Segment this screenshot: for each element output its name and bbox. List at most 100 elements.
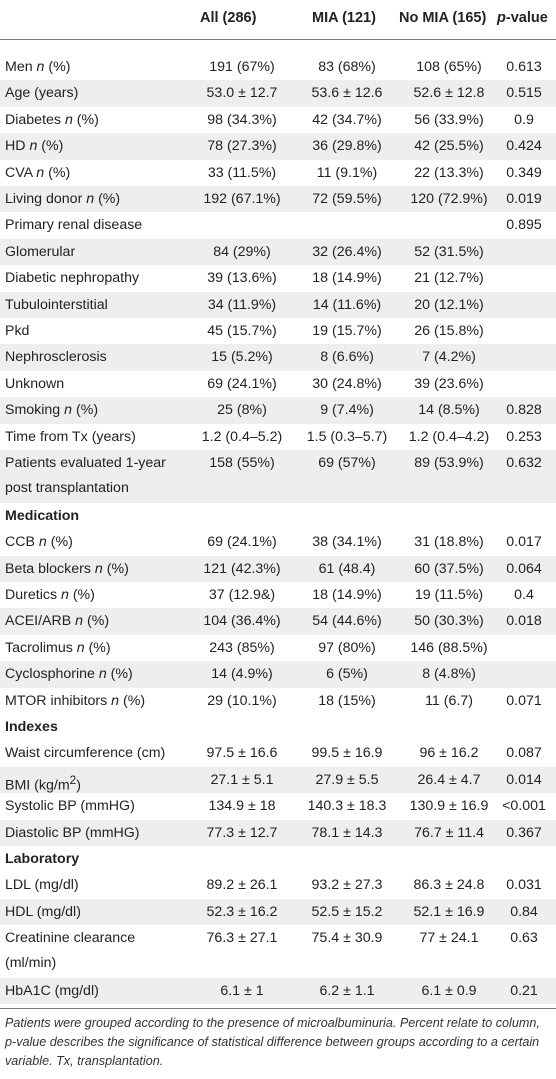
row-label-text: BMI (kg/m — [5, 777, 70, 794]
row-label-italic: n — [75, 613, 84, 630]
cell-all: 98 (34.3%) — [207, 111, 277, 128]
cell-all: 27.1 ± 5.1 — [210, 771, 274, 788]
cell-all: 14 (4.9%) — [211, 666, 273, 683]
section-header-row: Medication — [0, 503, 556, 529]
cell-no-mia: 86.3 ± 24.8 — [413, 877, 485, 894]
cell-all: 53.0 ± 12.7 — [206, 85, 278, 102]
row-label: CCB n (%) — [5, 529, 73, 555]
cell-mia: 38 (34.1%) — [312, 534, 382, 551]
section-label: Indexes — [5, 714, 58, 740]
table-row: Glomerular 84 (29%) 32 (26.4%) 52 (31.5%) — [0, 238, 556, 266]
cell-p-value: 0.84 — [510, 903, 538, 920]
cell-p-value: 0.071 — [506, 692, 542, 709]
table-row: Patients evaluated 1-year post transplant… — [0, 450, 556, 503]
table-row: Living donor n (%) 192 (67.1%) 72 (59.5%) 1… — [0, 186, 556, 213]
table-row: Primary renal disease 0.895 — [0, 212, 556, 238]
row-label-suffix: (%) — [102, 560, 129, 577]
cell-all: 37 (12.9&) — [208, 587, 276, 603]
cell-all: 77.3 ± 12.7 — [206, 824, 278, 841]
cell-all: 34 (11.9%) — [207, 296, 277, 313]
row-label-italic: n — [76, 639, 85, 656]
cell-mia: 32 (26.4%) — [312, 243, 382, 260]
row-label-text: CVA — [5, 164, 37, 181]
row-label-text: Diabetic nephropathy — [5, 270, 140, 287]
cell-p-value: 0.828 — [506, 402, 542, 419]
cell-p-value: 0.613 — [506, 59, 542, 75]
row-label: HbA1C (mg/dl) — [5, 978, 99, 1004]
cell-no-mia: 130.9 ± 16.9 — [409, 798, 489, 815]
cell-no-mia: 76.7 ± 11.4 — [414, 824, 484, 841]
row-label-text: Creatinine clearance — [5, 930, 136, 947]
cell-no-mia: 22 (13.3%) — [414, 164, 484, 181]
row-label-text: Time from Tx (years) — [5, 428, 136, 445]
cell-no-mia: 52.6 ± 12.8 — [413, 85, 485, 102]
row-label-italic: n — [98, 666, 107, 683]
cell-no-mia: 21 (12.7%) — [414, 270, 484, 287]
cell-no-mia: 60 (37.5%) — [414, 560, 484, 577]
cell-no-mia: 26.4 ± 4.7 — [417, 771, 481, 788]
cell-all: 192 (67.1%) — [203, 191, 281, 207]
row-label-text: Men — [5, 59, 37, 75]
cell-p-value: <0.001 — [502, 798, 546, 815]
row-label-italic: n — [36, 164, 45, 181]
table-row: Tacrolimus n (%) 243 (85%) 97 (80%) 146 (88… — [0, 635, 556, 661]
row-label-italic: n — [94, 560, 103, 577]
row-label: Tubulointerstitial — [5, 292, 108, 318]
row-label-text: Cyclosphorine — [5, 666, 99, 683]
cell-all: 1.2 (0.4–5.2) — [201, 428, 283, 445]
row-label-text: Unknown — [5, 375, 65, 392]
table-row: HbA1C (mg/dl) 6.1 ± 1 6.2 ± 1.1 6.1 ± 0.9 0.… — [0, 978, 556, 1005]
cell-mia: 30 (24.8%) — [312, 375, 382, 392]
header-no-mia: No MIA (165) — [399, 10, 487, 26]
cell-all: 134.9 ± 18 — [208, 798, 276, 815]
cell-no-mia: 14 (8.5%) — [418, 402, 480, 419]
row-label-text: Medication — [5, 507, 80, 524]
cell-all: 25 (8%) — [217, 402, 267, 419]
cell-all: 121 (42.3%) — [203, 560, 281, 577]
table-row: BMI (kg/m2) 27.1 ± 5.1 27.9 ± 5.5 26.4 ± 4.… — [0, 766, 556, 794]
row-label: Creatinine clearance (ml/min) — [5, 926, 135, 976]
row-label-italic: n — [38, 534, 47, 551]
table-row: Diabetic nephropathy 39 (13.6%) 18 (14.9%)… — [0, 265, 556, 291]
table-row: HDL (mg/dl) 52.3 ± 16.2 52.5 ± 15.2 52.1 ± … — [0, 898, 556, 926]
cell-all: 69 (24.1%) — [207, 375, 277, 392]
cell-mia: 72 (59.5%) — [312, 191, 382, 207]
cell-mia: 140.3 ± 18.3 — [307, 798, 387, 815]
table-row: Diabetes n (%) 98 (34.3%) 42 (34.7%) 56 (33… — [0, 107, 556, 133]
cell-all: 33 (11.5%) — [207, 164, 277, 181]
cell-no-mia: 11 (6.7) — [425, 692, 473, 709]
row-label-text: Patients evaluated 1-year — [5, 455, 166, 471]
table-row: MTOR inhibitors n (%) 29 (10.1%) 18 (15%) 1… — [0, 688, 556, 714]
row-label-suffix: (%) — [84, 639, 111, 656]
table-row: Creatinine clearance (ml/min) 76.3 ± 27.1 7… — [0, 925, 556, 978]
cell-all: 243 (85%) — [209, 639, 275, 656]
row-label-text: HbA1C (mg/dl) — [5, 983, 99, 999]
cell-no-mia: 6.1 ± 0.9 — [421, 983, 477, 999]
bottom-rule — [0, 1008, 556, 1009]
table-row: CVA n (%) 33 (11.5%) 11 (9.1%) 22 (13.3%) 0.… — [0, 160, 556, 186]
row-label: Living donor n (%) — [5, 186, 120, 212]
header-p-rest: -value — [505, 10, 548, 26]
row-label: HDL (mg/dl) — [5, 899, 81, 925]
section-label: Medication — [5, 503, 79, 529]
cell-mia: 18 (15%) — [318, 692, 376, 709]
cell-all: 45 (15.7%) — [207, 323, 277, 339]
cell-p-value: 0.019 — [506, 191, 542, 207]
row-label: Diabetic nephropathy — [5, 265, 139, 291]
table-row: HD n (%) 78 (27.3%) 36 (29.8%) 42 (25.5%) 0.… — [0, 133, 556, 160]
cell-mia: 53.6 ± 12.6 — [311, 85, 383, 102]
cell-all: 104 (36.4%) — [203, 613, 281, 630]
row-label-suffix: (%) — [72, 111, 99, 128]
row-label-text: Glomerular — [5, 243, 76, 260]
cell-no-mia: 20 (12.1%) — [414, 296, 484, 313]
row-label-text: HDL (mg/dl) — [5, 903, 81, 920]
table-row: LDL (mg/dl) 89.2 ± 26.1 93.2 ± 27.3 86.3 ± … — [0, 872, 556, 898]
row-label-text: Smoking — [5, 402, 65, 419]
row-label-text: Diabetes — [5, 111, 65, 128]
row-label: Unknown — [5, 371, 64, 397]
cell-p-value: 0.064 — [506, 560, 542, 577]
cell-mia: 6.2 ± 1.1 — [319, 983, 375, 999]
cell-mia: 6 (5%) — [326, 666, 368, 683]
cell-p-value: 0.632 — [506, 455, 542, 471]
cell-mia: 18 (14.9%) — [312, 270, 382, 287]
